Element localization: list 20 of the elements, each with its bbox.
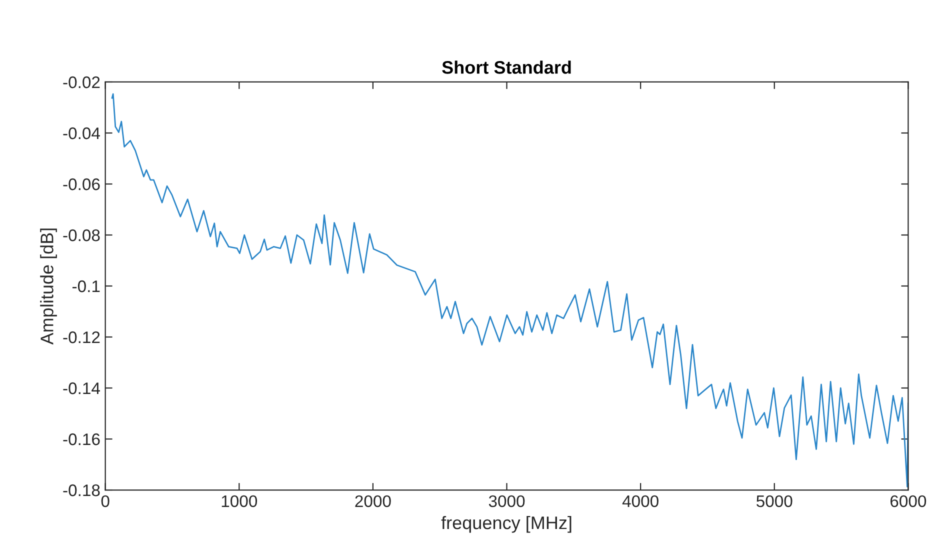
y-tick-label: -0.1 [72, 280, 100, 292]
y-tick-label: -0.18 [63, 484, 100, 496]
y-tick-label: -0.06 [63, 178, 100, 190]
y-axis-title: Amplitude [dB] [40, 228, 57, 345]
y-tick-label: -0.16 [63, 433, 100, 446]
x-tick-label: 0 [101, 495, 110, 508]
y-tick-label: -0.12 [63, 331, 100, 344]
x-tick-label: 6000 [890, 495, 926, 508]
y-tick-label: -0.14 [63, 382, 100, 394]
x-tick-label: 4000 [622, 495, 658, 508]
x-tick-label: 5000 [756, 495, 792, 508]
x-axis-title: frequency [MHz] [441, 516, 572, 533]
x-tick-label: 1000 [222, 495, 258, 508]
y-tick-label: -0.02 [63, 76, 100, 88]
y-tick-label: -0.08 [63, 229, 100, 242]
x-tick-label: 3000 [488, 495, 525, 508]
x-tick-label: 2000 [355, 495, 391, 508]
y-tick-label: -0.04 [63, 127, 100, 140]
line-series [111, 93, 908, 488]
chart-title: Short Standard [442, 60, 571, 74]
